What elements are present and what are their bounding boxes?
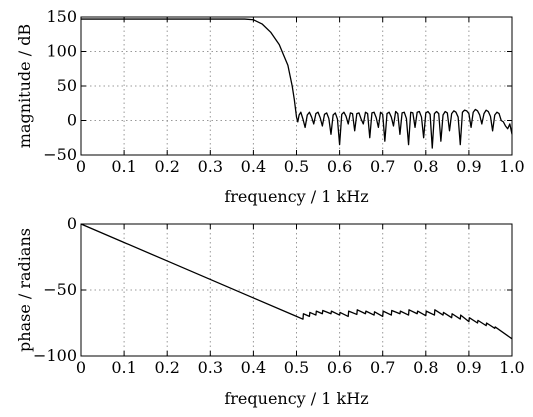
magnitude-y-tick-label: −50 [43,145,77,164]
phase-x-tick-label: 0.4 [241,358,266,377]
phase-grid [81,224,512,356]
magnitude-grid [81,17,512,155]
phase-x-tick-label: 0.2 [154,358,179,377]
phase-y-tick-label: −100 [33,346,77,365]
phase-x-tick-label: 0.7 [370,358,395,377]
magnitude-line [81,18,513,149]
magnitude-x-tick-label: 0.9 [456,157,481,176]
magnitude-y-tick-label: 150 [46,7,77,26]
magnitude-y-axis-label: magnitude / dB [15,24,34,148]
magnitude-x-tick-label: 0.6 [327,157,352,176]
magnitude-panel: 0 0.1 0.2 0.3 0.4 0.5 0.6 0.7 0.8 0.9 1.0−50050100… [15,7,525,206]
magnitude-y-tick-label: 50 [57,76,77,95]
magnitude-y-tick-label: 0 [67,111,77,130]
magnitude-x-tick-label: 0 [76,157,86,176]
phase-panel: 0 0.1 0.2 0.3 0.4 0.5 0.6 0.7 0.8 0.9 1.0 −100 −500 … [15,214,525,408]
magnitude-x-tick-label: 0.5 [284,157,309,176]
phase-ticks: 0 0.1 0.2 0.3 0.4 0.5 0.6 0.7 0.8 0.9 1.0 −100 −50 0 [33,214,525,377]
phase-y-tick-label: 0 [67,214,77,233]
magnitude-ticks: 0 0.1 0.2 0.3 0.4 0.5 0.6 0.7 0.8 0.9 1.0−50050100… [43,7,524,176]
phase-y-axis-label: phase / radians [15,228,34,352]
phase-x-tick-label: 0.8 [413,358,438,377]
phase-x-tick-label: 0 [76,358,86,377]
phase-x-tick-label: 0.5 [284,358,309,377]
magnitude-x-tick-label: 0.4 [241,157,266,176]
phase-plot-frame [80,223,513,357]
phase-x-axis-label: frequency / 1 kHz [224,389,368,408]
magnitude-x-tick-label: 0.8 [413,157,438,176]
phase-line [80,223,513,340]
phase-x-tick-label: 0.1 [111,358,136,377]
magnitude-x-tick-label: 0.2 [154,157,179,176]
magnitude-y-tick-label: 100 [46,42,77,61]
phase-x-tick-label: 0.3 [198,358,223,377]
phase-y-tick-label: −50 [43,280,77,299]
magnitude-x-axis-label: frequency / 1 kHz [224,187,368,206]
phase-x-tick-label: 0.9 [456,358,481,377]
phase-x-tick-label: 1.0 [499,358,524,377]
magnitude-x-tick-label: 1.0 [499,157,524,176]
magnitude-x-tick-label: 0.7 [370,157,395,176]
magnitude-x-tick-label: 0.1 [111,157,136,176]
magnitude-x-tick-label: 0.3 [198,157,223,176]
phase-x-tick-label: 0.6 [327,358,352,377]
